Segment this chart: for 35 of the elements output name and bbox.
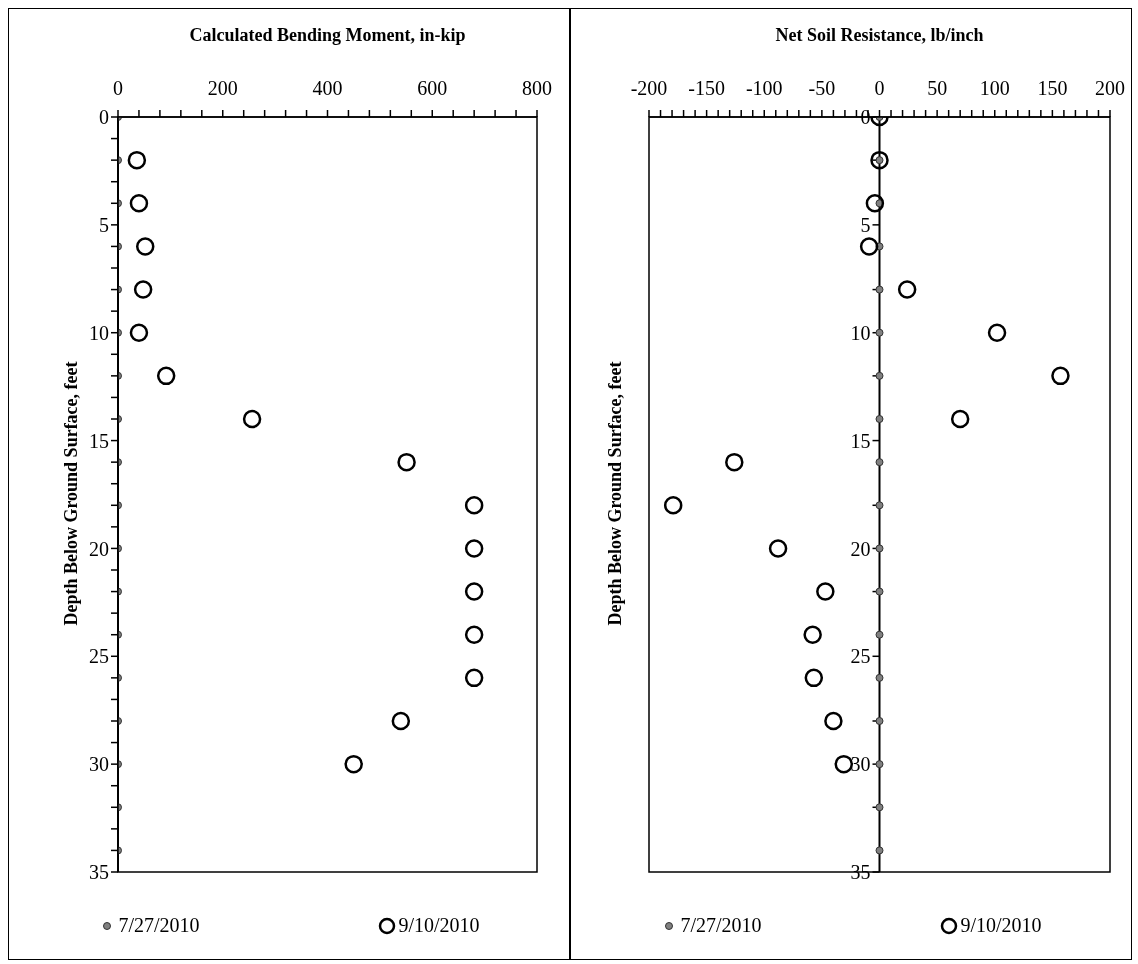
y-tick-label: 20 [850, 537, 871, 560]
y-tick-label: 15 [89, 429, 109, 452]
y-axis-title: Depth Below Ground Surface, feet [604, 359, 626, 628]
y-tick-label: 35 [89, 861, 109, 884]
y-tick-label: 5 [99, 213, 109, 236]
x-tick-label: 800 [522, 77, 552, 99]
x-tick-label: 150 [1037, 77, 1068, 99]
y-tick-label: 15 [850, 429, 871, 452]
x-tick-label: 100 [979, 77, 1010, 99]
legend-label: 9/10/2010 [959, 914, 1042, 937]
legend-label: 7/27/2010 [117, 914, 200, 937]
y-tick-label: 10 [850, 321, 871, 344]
y-tick-label: 25 [850, 645, 871, 668]
y-tick-label: 25 [89, 645, 109, 668]
x-tick-label: -150 [688, 77, 725, 99]
x-axis-title: Net Soil Resistance, lb/inch [774, 25, 985, 46]
y-tick-label: 10 [89, 321, 109, 344]
y-tick-label: 0 [99, 106, 109, 129]
x-tick-label: 400 [312, 77, 343, 99]
x-tick-label: -200 [630, 77, 668, 99]
y-tick-label: 5 [860, 213, 871, 236]
y-tick-label: 20 [89, 537, 109, 560]
x-axis-title: Calculated Bending Moment, in-kip [188, 25, 467, 46]
x-tick-label: -100 [745, 77, 783, 99]
x-tick-label: 600 [417, 77, 448, 99]
x-tick-label: 200 [207, 77, 238, 99]
x-tick-label: 200 [1095, 77, 1125, 99]
y-axis-title: Depth Below Ground Surface, feet [60, 359, 82, 628]
x-tick-label: 0 [113, 77, 123, 99]
legend-label: 9/10/2010 [397, 914, 480, 937]
x-tick-label: -50 [808, 77, 836, 99]
y-tick-label: 30 [89, 753, 109, 776]
legend-label: 7/27/2010 [679, 914, 762, 937]
x-tick-label: 50 [927, 77, 948, 99]
x-tick-label: 0 [874, 77, 885, 99]
